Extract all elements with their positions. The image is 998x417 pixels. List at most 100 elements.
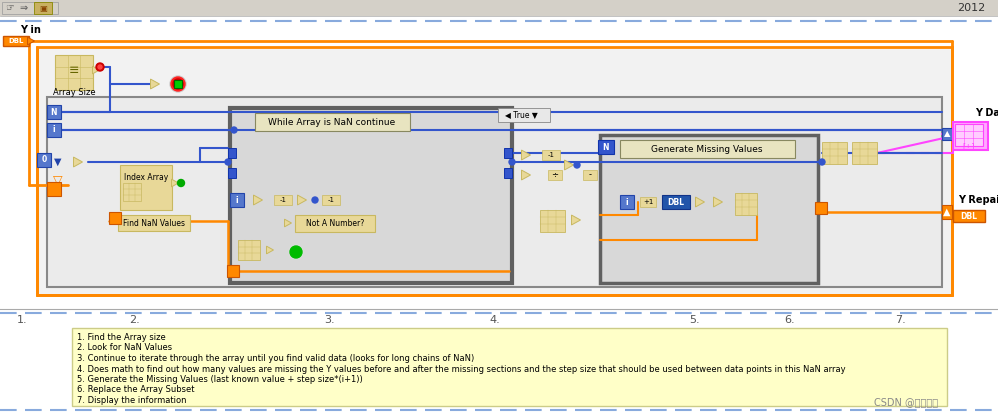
- Bar: [953, 122, 988, 150]
- Circle shape: [231, 127, 237, 133]
- Text: 4.: 4.: [490, 315, 500, 325]
- Bar: [228, 168, 236, 178]
- Polygon shape: [266, 246, 273, 254]
- Text: 5. Generate the Missing Values (last known value + step size*(i+1)): 5. Generate the Missing Values (last kno…: [77, 375, 362, 384]
- Text: Index Array: Index Array: [124, 173, 168, 181]
- Text: +1: +1: [643, 199, 653, 205]
- Text: ▲: ▲: [943, 207, 951, 217]
- Polygon shape: [284, 219, 291, 227]
- Bar: [955, 124, 983, 146]
- Bar: [822, 142, 847, 164]
- Bar: [238, 240, 260, 260]
- Text: N: N: [51, 108, 57, 116]
- Bar: [504, 148, 512, 158]
- Bar: [598, 140, 614, 154]
- Text: ≡: ≡: [69, 63, 79, 76]
- Circle shape: [225, 159, 231, 165]
- Bar: [953, 210, 985, 222]
- Circle shape: [289, 245, 303, 259]
- Text: ⇒: ⇒: [20, 3, 28, 13]
- Bar: [228, 148, 236, 158]
- Bar: [735, 193, 757, 215]
- Text: -1: -1: [279, 197, 286, 203]
- Polygon shape: [522, 170, 531, 180]
- Bar: [55, 55, 93, 90]
- Bar: [815, 202, 827, 214]
- Bar: [548, 170, 562, 180]
- Bar: [852, 142, 877, 164]
- Circle shape: [312, 197, 318, 203]
- Bar: [174, 80, 182, 88]
- Circle shape: [171, 77, 185, 91]
- Text: ÷: ÷: [552, 171, 559, 179]
- Text: 2012: 2012: [957, 3, 985, 13]
- Bar: [942, 128, 952, 140]
- Polygon shape: [522, 150, 531, 160]
- Bar: [118, 215, 190, 231]
- Polygon shape: [93, 66, 100, 74]
- Text: Generate Missing Values: Generate Missing Values: [652, 145, 762, 153]
- Text: DBL: DBL: [668, 198, 685, 206]
- Bar: [230, 193, 244, 207]
- Polygon shape: [74, 157, 83, 167]
- Bar: [227, 265, 239, 277]
- Bar: [255, 113, 410, 131]
- Bar: [322, 195, 340, 205]
- Circle shape: [509, 159, 515, 165]
- Bar: [274, 195, 292, 205]
- Polygon shape: [151, 79, 160, 89]
- Circle shape: [173, 79, 183, 89]
- Bar: [109, 212, 121, 224]
- Text: ▣: ▣: [39, 3, 47, 13]
- Text: [±]: [±]: [963, 143, 975, 151]
- Circle shape: [290, 246, 302, 258]
- Text: 0: 0: [41, 156, 47, 164]
- Bar: [34, 2, 52, 14]
- Text: ◀ True ▼: ◀ True ▼: [505, 111, 538, 120]
- Polygon shape: [172, 179, 179, 187]
- Bar: [120, 165, 172, 210]
- Text: 4. Does math to find out how many values are missing the Y values before and aft: 4. Does math to find out how many values…: [77, 364, 845, 374]
- Polygon shape: [297, 195, 306, 205]
- Text: 2.: 2.: [130, 315, 141, 325]
- Bar: [123, 183, 141, 201]
- Bar: [295, 215, 375, 232]
- Text: DBL: DBL: [960, 211, 977, 221]
- Circle shape: [96, 63, 104, 71]
- Text: 7. Display the information: 7. Display the information: [77, 396, 187, 405]
- Text: ▽: ▽: [53, 173, 63, 186]
- Text: N: N: [603, 143, 609, 151]
- Bar: [540, 210, 565, 232]
- Text: -: -: [589, 171, 592, 179]
- Text: 3.: 3.: [324, 315, 335, 325]
- Text: i: i: [236, 196, 239, 204]
- Text: CSDN @东方神山: CSDN @东方神山: [874, 397, 938, 407]
- Bar: [498, 108, 550, 122]
- Text: 3. Continue to iterate through the array until you find valid data (looks for lo: 3. Continue to iterate through the array…: [77, 354, 474, 363]
- Text: ☞: ☞: [6, 3, 14, 13]
- Text: ▼: ▼: [54, 157, 62, 167]
- Polygon shape: [572, 215, 581, 225]
- Polygon shape: [565, 160, 574, 170]
- Text: 2. Look for NaN Values: 2. Look for NaN Values: [77, 344, 172, 352]
- Bar: [47, 123, 61, 137]
- Polygon shape: [696, 197, 705, 207]
- Polygon shape: [28, 37, 35, 45]
- Bar: [37, 153, 51, 167]
- Text: 6.: 6.: [784, 315, 795, 325]
- Polygon shape: [253, 195, 262, 205]
- Text: -1: -1: [548, 152, 555, 158]
- Bar: [47, 182, 61, 196]
- Bar: [230, 108, 512, 283]
- Bar: [542, 150, 560, 160]
- Bar: [942, 205, 952, 219]
- Text: DBL: DBL: [8, 38, 24, 44]
- Circle shape: [574, 162, 580, 168]
- Circle shape: [170, 76, 186, 92]
- Circle shape: [178, 179, 185, 186]
- Text: ▲: ▲: [944, 130, 950, 138]
- Text: i: i: [53, 126, 55, 135]
- Text: 1. Find the Array size: 1. Find the Array size: [77, 333, 166, 342]
- Text: Y Repaired: Y Repaired: [958, 195, 998, 205]
- Bar: [47, 97, 942, 287]
